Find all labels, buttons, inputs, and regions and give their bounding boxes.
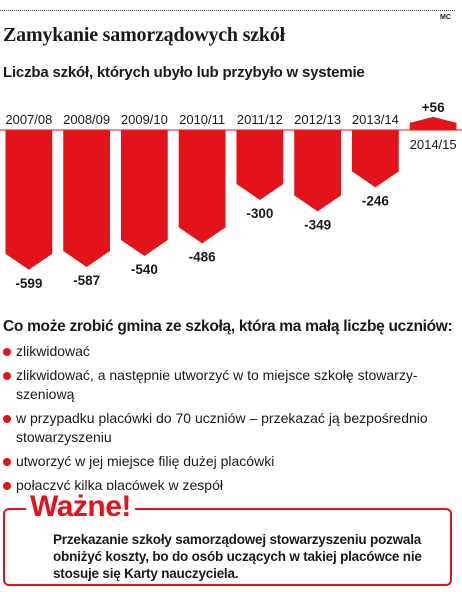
x-tick-label: 2012/13 (294, 112, 341, 127)
bullet-icon (3, 458, 11, 466)
page-title: Zamykanie samorządowych szkół (3, 24, 285, 46)
x-tick-label: 2013/14 (352, 112, 399, 127)
top-divider (0, 10, 455, 11)
x-tick-label: 2014/15 (410, 137, 457, 152)
x-tick-label: 2010/11 (179, 112, 225, 127)
bar-value-label: -246 (362, 193, 390, 208)
bullet-icon (3, 348, 11, 356)
bullet-icon (3, 482, 11, 490)
author-credit: MC (440, 14, 451, 21)
option-text: w przypadku placówki do 70 uczniów – prz… (16, 410, 428, 445)
bar (294, 130, 342, 212)
option-item: w przypadku placówki do 70 uczniów – prz… (3, 409, 455, 447)
bar-value-label: -349 (304, 217, 331, 232)
option-item: zlikwidować (3, 342, 455, 361)
bar-value-label: -300 (246, 206, 273, 221)
bar-value-label: -587 (73, 273, 100, 288)
bar-chart: -599 2007/08 -587 2008/09 -540 2009/10 -486 201… (0, 100, 462, 291)
chart-subtitle: Liczba szkół, których ubyło lub przybyło… (3, 64, 365, 81)
option-item: utworzyć w jej miejsce filię dużej placó… (3, 452, 455, 471)
option-text: zlikwidować, a następnie utworzyć w to m… (16, 367, 418, 402)
option-item: zlikwidować, a następnie utworzyć w to m… (3, 366, 455, 404)
note-text: Przekazanie szkoły samorządowej stowarzy… (53, 532, 422, 581)
option-text: utworzyć w jej miejsce filię dużej placó… (16, 453, 275, 469)
bar-value-label: -486 (189, 249, 217, 264)
bullet-icon (3, 415, 11, 423)
bar (5, 130, 53, 270)
bar (178, 130, 226, 244)
bar-value-label: -599 (15, 276, 42, 291)
bar-value-label: +56 (422, 100, 445, 115)
x-tick-label: 2009/10 (121, 112, 168, 127)
note-heading: Ważne! (26, 490, 135, 524)
x-tick-label: 2008/09 (63, 112, 110, 127)
bar (351, 130, 399, 188)
x-tick-label: 2007/08 (5, 112, 52, 127)
bar (236, 130, 284, 200)
note-box (3, 508, 452, 586)
option-text: połączyć kilka placówek w zespół (16, 477, 223, 493)
option-item: połączyć kilka placówek w zespół (3, 476, 455, 495)
option-text: zlikwidować (16, 343, 90, 359)
options-list: zlikwidować zlikwidować, a następnie utw… (3, 342, 455, 500)
x-tick-label: 2011/12 (237, 112, 283, 127)
bar (120, 130, 168, 256)
bullet-icon (3, 372, 11, 380)
bar (63, 130, 111, 267)
bar-value-label: -540 (131, 262, 158, 277)
bar (409, 116, 457, 130)
options-heading: Co może zrobić gmina ze szkołą, która ma… (3, 318, 453, 335)
